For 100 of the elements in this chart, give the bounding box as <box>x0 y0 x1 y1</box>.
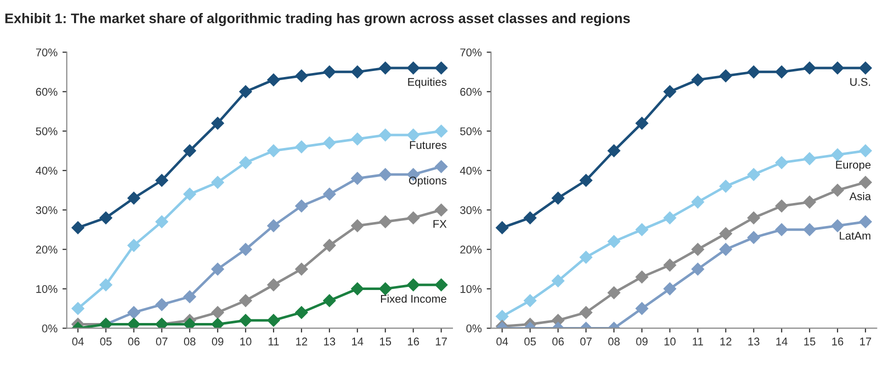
y-tick-label: 10% <box>36 285 58 293</box>
x-tick-label: 15 <box>380 338 392 346</box>
point <box>608 144 620 158</box>
point <box>406 278 420 292</box>
point <box>267 219 280 232</box>
point <box>99 278 112 292</box>
point <box>496 221 509 234</box>
point <box>350 219 364 232</box>
series-label: Futures <box>410 141 446 149</box>
y-tick-label: 50% <box>460 127 482 136</box>
series-label: LatAm <box>840 232 870 240</box>
point <box>635 116 648 130</box>
point <box>434 124 448 138</box>
point <box>635 270 648 284</box>
point <box>831 219 844 232</box>
point <box>211 262 224 276</box>
point <box>155 174 168 187</box>
point <box>691 262 704 276</box>
point <box>747 231 760 244</box>
x-tick-label: 04 <box>496 338 508 346</box>
point <box>295 140 308 154</box>
x-tick-label: 14 <box>776 338 788 346</box>
point <box>859 62 872 74</box>
point <box>350 282 364 296</box>
point <box>747 66 760 78</box>
y-tick-label: 60% <box>36 88 58 96</box>
chart-title: Exhibit 1: The market share of algorithmic trading has grown across asset classes and regions <box>5 13 630 26</box>
y-tick-label: 0% <box>42 324 58 332</box>
point <box>295 200 308 212</box>
series-label: Fixed Income <box>381 294 446 303</box>
point <box>239 85 252 98</box>
point <box>434 160 448 173</box>
point <box>552 192 564 205</box>
x-tick-label: 10 <box>664 338 676 346</box>
point <box>663 85 676 98</box>
y-tick-label: 20% <box>460 246 482 254</box>
x-tick-label: 06 <box>128 338 140 346</box>
y-tick-label: 30% <box>460 206 482 214</box>
point <box>295 69 308 82</box>
point <box>831 62 844 74</box>
point <box>350 172 364 185</box>
x-tick-label: 06 <box>552 338 564 346</box>
series-label: Europe <box>836 160 871 171</box>
point <box>183 188 196 201</box>
y-tick-label: 40% <box>36 166 58 175</box>
point <box>831 184 844 197</box>
point <box>155 298 168 311</box>
point <box>323 66 336 78</box>
point <box>663 258 676 272</box>
x-tick-label: 05 <box>100 338 112 346</box>
x-tick-label: 11 <box>692 338 704 346</box>
point <box>239 314 252 327</box>
point <box>99 211 112 224</box>
x-tick-label: 07 <box>580 338 592 346</box>
point <box>747 168 760 181</box>
series-label: Asia <box>849 192 872 200</box>
point <box>691 242 704 256</box>
point <box>378 282 392 296</box>
x-tick-label: 07 <box>156 338 168 346</box>
point <box>323 188 336 201</box>
x-tick-label: 14 <box>352 338 364 346</box>
point <box>747 211 760 224</box>
point <box>719 242 732 256</box>
x-tick-label: 08 <box>608 338 620 346</box>
point <box>406 62 420 74</box>
x-tick-label: 12 <box>720 338 732 346</box>
point <box>72 302 84 315</box>
point <box>267 278 280 292</box>
point <box>580 306 592 319</box>
y-tick-label: 70% <box>460 48 482 56</box>
x-tick-label: 05 <box>524 338 536 346</box>
point <box>267 314 280 327</box>
point <box>378 215 392 228</box>
point <box>239 242 252 256</box>
point <box>663 282 676 296</box>
point <box>831 148 844 162</box>
x-tick-label: 13 <box>324 338 336 346</box>
point <box>267 144 280 158</box>
point <box>663 211 676 224</box>
point <box>496 310 509 323</box>
x-tick-label: 09 <box>212 338 224 346</box>
point <box>775 66 788 78</box>
y-tick-label: 40% <box>460 166 482 175</box>
point <box>524 294 537 308</box>
x-tick-label: 17 <box>436 338 447 346</box>
point <box>552 274 564 288</box>
point <box>434 62 448 74</box>
point <box>719 69 732 82</box>
point <box>859 144 872 158</box>
y-tick-label: 50% <box>36 127 58 136</box>
point <box>803 152 816 166</box>
point <box>719 227 732 240</box>
point <box>859 176 872 189</box>
x-tick-label: 15 <box>804 338 816 346</box>
point <box>267 73 280 86</box>
y-tick-label: 70% <box>36 48 58 56</box>
point <box>803 196 816 208</box>
point <box>72 221 84 234</box>
y-tick-label: 60% <box>460 88 482 96</box>
point <box>127 239 140 252</box>
